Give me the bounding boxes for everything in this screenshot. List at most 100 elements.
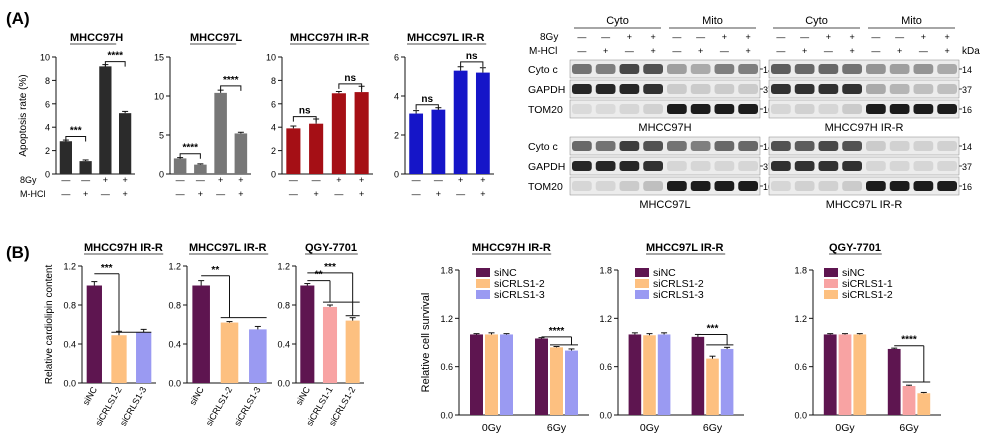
protein-band xyxy=(889,181,910,191)
y-tick-label: 1.8 xyxy=(794,266,807,276)
protein-band xyxy=(667,104,687,114)
protein-band xyxy=(738,161,758,171)
y-tick-label: 4 xyxy=(45,123,50,133)
panel-label-a: (A) xyxy=(6,9,30,28)
protein-band xyxy=(889,64,910,74)
protein-band xyxy=(714,161,735,171)
x-category-label: siNC xyxy=(81,385,100,407)
protein-band xyxy=(572,161,592,171)
protein-band xyxy=(667,84,687,94)
sig-label: ** xyxy=(315,270,323,281)
condition-mark: + xyxy=(122,175,127,185)
protein-band xyxy=(794,84,815,94)
condition-mark: + xyxy=(313,189,318,199)
protein-band xyxy=(889,84,910,94)
lane-mhcl-mark: + xyxy=(897,46,902,56)
condition-mark: — xyxy=(81,175,90,185)
protein-band xyxy=(771,104,791,114)
kda-marker: 16 xyxy=(763,105,773,115)
bar xyxy=(194,164,207,174)
y-tick-label: 8 xyxy=(271,76,276,86)
y-tick-label: 0.0 xyxy=(168,379,181,389)
bar xyxy=(853,334,867,415)
sig-label: **** xyxy=(107,51,123,62)
y-tick-label: 0.0 xyxy=(63,379,76,389)
condition-mark: + xyxy=(218,175,223,185)
lane-mhcl-mark: + xyxy=(650,46,655,56)
chart-B3: QGY-77010.00.40.81.2siNCsiCRLS1-1siCRLS1… xyxy=(277,242,364,428)
condition-mark: — xyxy=(289,189,298,199)
protein-band xyxy=(937,161,957,171)
legend-label: siCRLS1-2 xyxy=(842,289,893,301)
protein-band xyxy=(643,161,663,171)
condition-mark: — xyxy=(61,189,70,199)
legend-label: siNC xyxy=(842,267,865,279)
sig-bracket xyxy=(65,136,87,142)
lane-mhcl-label: M-HCl xyxy=(529,46,557,57)
bar xyxy=(286,128,301,174)
bar xyxy=(917,393,931,415)
protein-band xyxy=(842,84,862,94)
y-axis-label: Relative cell survival xyxy=(420,293,432,393)
legend-label: siCRLS1-3 xyxy=(653,289,704,301)
y-tick-label: 2 xyxy=(45,146,50,156)
protein-band xyxy=(643,84,663,94)
protein-band xyxy=(937,181,957,191)
lane-mhcl-mark: + xyxy=(802,46,807,56)
kda-marker: 14 xyxy=(962,65,972,75)
protein-band xyxy=(738,84,758,94)
bar xyxy=(214,92,227,174)
protein-band xyxy=(667,64,687,74)
bar xyxy=(643,335,656,415)
chart-title: QGY-7701 xyxy=(305,242,357,254)
panel-label-b: (B) xyxy=(6,243,30,262)
protein-band xyxy=(690,64,711,74)
bar xyxy=(485,334,498,415)
lane-8gy-mark: + xyxy=(944,32,949,42)
legend-swatch xyxy=(824,279,838,288)
bar xyxy=(720,348,734,415)
y-tick-label: 0.4 xyxy=(277,340,290,350)
blot-fraction-mito: Mito xyxy=(901,15,922,27)
lane-8gy-mark: + xyxy=(745,32,750,42)
bar xyxy=(431,109,446,174)
y-tick-label: 8 xyxy=(45,76,50,86)
kda-marker: 16 xyxy=(962,105,972,115)
condition-mark: — xyxy=(312,175,321,185)
chart-title: MHCC97H xyxy=(70,32,123,44)
protein-band xyxy=(595,104,616,114)
condition-mark: + xyxy=(198,189,203,199)
protein-band xyxy=(572,64,592,74)
condition-mark: + xyxy=(480,189,485,199)
legend-label: siCRLS1-1 xyxy=(842,278,893,290)
blot-cell-line: MHCC97H IR-R xyxy=(825,122,904,134)
protein-band xyxy=(643,181,663,191)
sig-bracket xyxy=(292,116,317,122)
condition-mark: — xyxy=(334,189,343,199)
chart-A3: MHCC97H IR-R 0 2 4 6 8 10 — — — + + — + + ns ns xyxy=(266,32,373,199)
protein-band xyxy=(714,181,735,191)
protein-band xyxy=(842,141,862,151)
kda-marker: 37 xyxy=(763,162,773,172)
y-tick-label: 0.0 xyxy=(794,411,807,421)
protein-band xyxy=(714,84,735,94)
bar xyxy=(119,113,132,174)
chart-B6: QGY-7701 0.0 0.6 1.2 1.8 siNCsiCRLS1-1siCRLS1… xyxy=(794,242,941,434)
protein-band xyxy=(595,64,616,74)
sig-bracket xyxy=(104,61,126,67)
protein-band xyxy=(818,161,839,171)
y-tick-label: 0 xyxy=(159,170,164,180)
chart-title: MHCC97H IR-R xyxy=(84,242,163,254)
bar xyxy=(535,338,548,415)
y-tick-label: 5 xyxy=(159,131,164,141)
condition-mark: + xyxy=(336,175,341,185)
protein-band xyxy=(738,141,758,151)
condition-mark: — xyxy=(412,175,421,185)
condition-mark: — xyxy=(434,175,443,185)
kda-marker: 14 xyxy=(763,142,773,152)
protein-band xyxy=(619,141,640,151)
blot-1: 14 37 16 Cyto c GAPDH TOM20 MHCC97H Cyto Mito — — —… xyxy=(528,15,773,134)
bar xyxy=(309,123,324,174)
protein-band xyxy=(690,141,711,151)
blot-row-label: Cyto c xyxy=(528,141,558,153)
